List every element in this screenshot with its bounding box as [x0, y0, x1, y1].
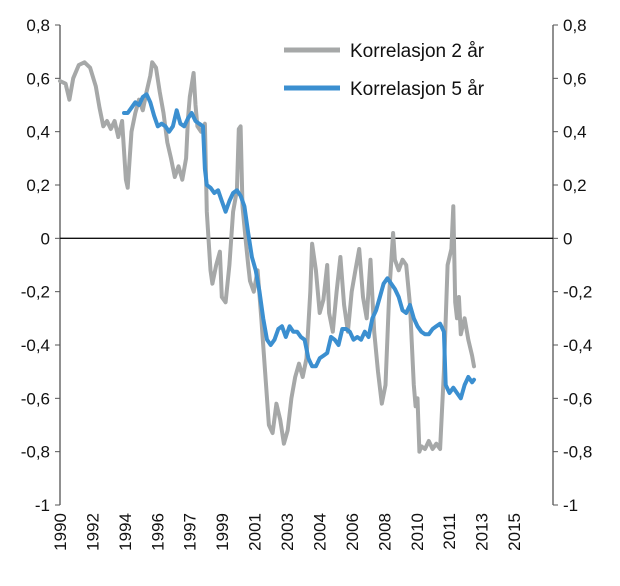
x-tick-label: 1999 [213, 513, 232, 551]
y-left-tick-label: -0,2 [21, 283, 50, 302]
x-tick-label: 2015 [505, 513, 524, 551]
y-right-tick-label: 0,4 [563, 123, 587, 142]
y-left-tick-label: -0,4 [21, 336, 50, 355]
y-left-tick-label: -1 [35, 496, 50, 515]
x-tick-label: 1997 [181, 513, 200, 551]
y-right-tick-label: -0,4 [563, 336, 592, 355]
x-tick-label: 1996 [148, 513, 167, 551]
series-line-5yr [122, 92, 476, 401]
y-right-tick-label: -0,2 [563, 283, 592, 302]
y-left-tick-label: -0,6 [21, 389, 50, 408]
axes [55, 24, 558, 506]
series-line-2yr [58, 60, 476, 454]
x-tick-label: 1992 [83, 513, 102, 551]
y-right-tick-label: -0,8 [563, 443, 592, 462]
x-tick-label: 2001 [246, 513, 265, 551]
x-tick-label: 1990 [51, 513, 70, 551]
y-right-tick-label: 0,2 [563, 176, 587, 195]
x-tick-label: 2006 [343, 513, 362, 551]
y-right-tick-label: 0,6 [563, 69, 587, 88]
y-left-tick-label: 0,4 [26, 123, 50, 142]
y-axis-left-labels: 0,8 0,6 0,4 0,2 0 -0,2 -0,4 -0,6 -0,8 -1 [21, 16, 50, 515]
y-axis-right-labels: 0,8 0,6 0,4 0,2 0 -0,2 -0,4 -0,6 -0,8 -1 [563, 16, 592, 515]
x-tick-label: 1994 [116, 513, 135, 551]
y-left-tick-label: 0,2 [26, 176, 50, 195]
x-tick-label: 2011 [440, 513, 459, 550]
x-tick-label: 2010 [408, 513, 427, 551]
y-left-tick-label: -0,8 [21, 443, 50, 462]
y-right-tick-label: 0 [563, 229, 572, 248]
y-right-tick-label: 0,8 [563, 16, 587, 35]
x-tick-label: 2008 [375, 513, 394, 551]
legend-label-5yr: Korrelasjon 5 år [350, 79, 485, 100]
x-tick-label: 2013 [473, 513, 492, 551]
x-tick-label: 2004 [310, 513, 329, 551]
y-left-tick-label: 0,6 [26, 69, 50, 88]
x-tick-label: 2003 [278, 513, 297, 551]
y-right-tick-label: -1 [563, 496, 578, 515]
legend: Korrelasjon 2 år Korrelasjon 5 år [284, 41, 485, 100]
series-layer [58, 60, 476, 454]
y-right-tick-label: -0,6 [563, 389, 592, 408]
y-left-tick-label: 0,8 [26, 16, 50, 35]
legend-label-2yr: Korrelasjon 2 år [350, 41, 485, 62]
x-axis-labels: 1990 1992 1994 1996 1997 1999 2001 2003 2004 2006… [51, 513, 524, 551]
y-left-tick-label: 0 [41, 229, 50, 248]
